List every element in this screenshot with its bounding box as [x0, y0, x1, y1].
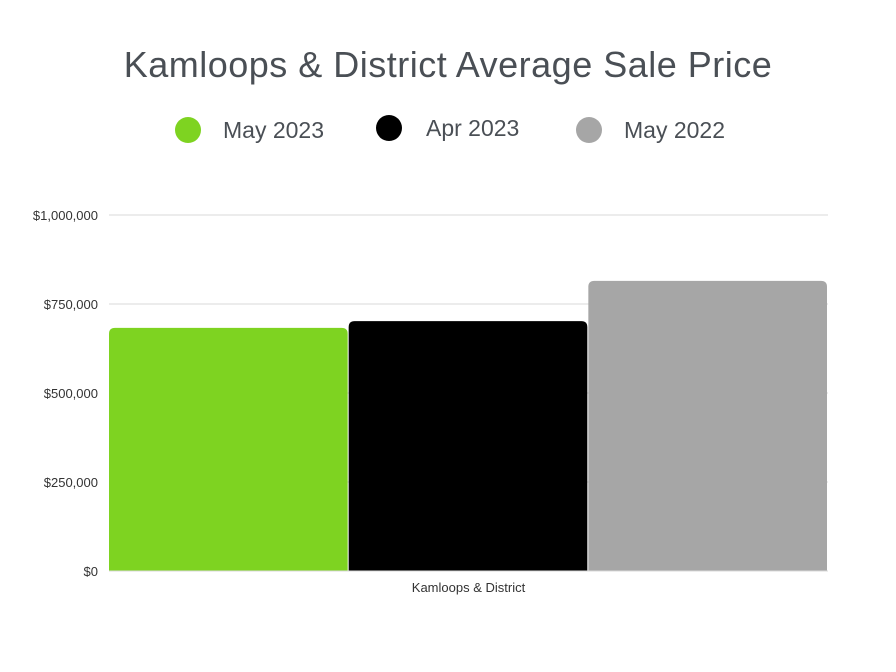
legend-label-apr-2023: Apr 2023: [426, 114, 520, 141]
y-tick-label: $1,000,000: [33, 208, 98, 223]
bar-apr-2023: [348, 321, 588, 571]
y-tick-label: $500,000: [44, 386, 98, 401]
bar-may-2022: [588, 280, 827, 571]
legend-item-apr-2023: Apr 2023: [376, 110, 519, 146]
legend-label-may-2023: May 2023: [223, 116, 325, 143]
y-tick-label: $250,000: [44, 475, 98, 490]
legend-item-may-2022: May 2022: [576, 112, 725, 148]
legend-swatch-may-2022: [576, 117, 602, 143]
x-tick-label: Kamloops & District: [412, 580, 526, 595]
legend-swatch-apr-2023: [376, 115, 402, 141]
y-tick-label: $750,000: [44, 297, 98, 312]
y-tick-label: $0: [84, 564, 98, 579]
legend-label-may-2022: May 2022: [624, 116, 726, 143]
bar-may-2023: [109, 327, 348, 571]
legend-swatch-may-2023: [175, 117, 201, 143]
legend: May 2023 Apr 2023 May 2022: [0, 112, 896, 152]
legend-item-may-2023: May 2023: [175, 112, 324, 148]
chart-title: Kamloops & District Average Sale Price: [123, 44, 773, 85]
